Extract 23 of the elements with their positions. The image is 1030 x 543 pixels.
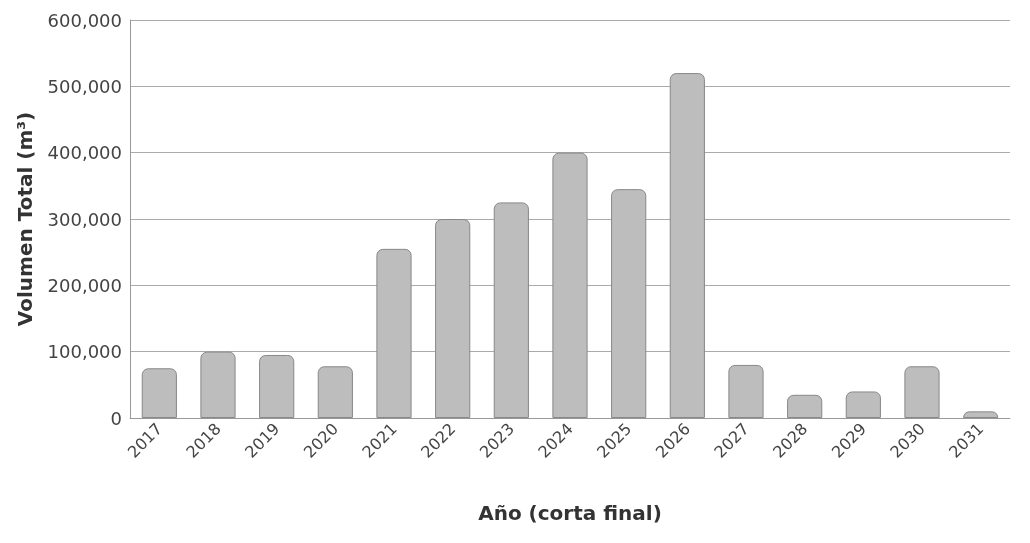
bar — [376, 248, 412, 418]
x-axis-title: Año (corta final) — [478, 501, 662, 525]
bar — [728, 364, 764, 418]
bar — [435, 219, 471, 418]
y-tick-label: 400,000 — [47, 142, 122, 164]
bar — [200, 351, 236, 418]
y-tick-label: 0 — [110, 407, 122, 429]
bar — [669, 73, 705, 418]
bar — [845, 391, 881, 418]
bar — [904, 366, 940, 418]
y-tick-label: 600,000 — [47, 9, 122, 31]
y-tick-label: 500,000 — [47, 75, 122, 97]
y-axis-title: Volumen Total (m³) — [13, 111, 37, 327]
bar — [141, 368, 177, 418]
bar — [611, 189, 647, 418]
bar — [493, 202, 529, 418]
y-tick-label: 300,000 — [47, 208, 122, 230]
bar — [787, 394, 823, 418]
bar — [259, 354, 295, 418]
y-tick-label: 200,000 — [47, 274, 122, 296]
bar — [552, 152, 588, 418]
y-tick-label: 100,000 — [47, 341, 122, 363]
bar — [317, 366, 353, 418]
